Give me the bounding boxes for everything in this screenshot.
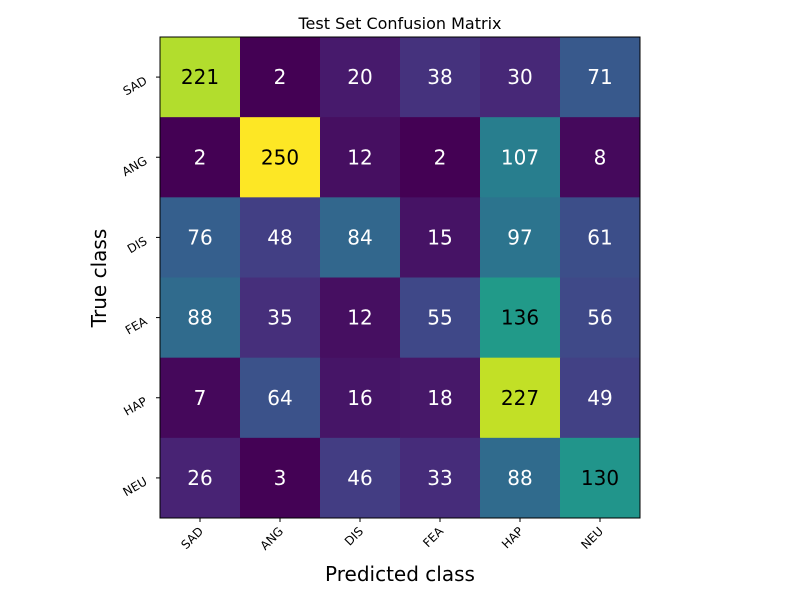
cell-value-label: 35	[267, 306, 292, 330]
cell-value-label: 33	[427, 466, 452, 490]
heatmap-cell	[240, 197, 321, 278]
y-axis-ticks: SAD ANG DIS FEA HAP NEU	[120, 74, 160, 499]
cell-value-label: 136	[501, 306, 539, 330]
cell-value-label: 2	[274, 65, 287, 89]
x-tick-label: FEA	[420, 524, 447, 551]
cell-value-label: 84	[347, 225, 372, 249]
cell-value-label: 2	[194, 145, 207, 169]
cell-value-label: 55	[427, 306, 452, 330]
cell-value-label: 71	[587, 65, 612, 89]
chart-title: Test Set Confusion Matrix	[298, 14, 502, 33]
heatmap-cell	[240, 277, 321, 359]
y-tick-label: HAP	[121, 394, 149, 418]
heatmap-cell	[320, 197, 401, 278]
cell-value-label: 49	[587, 386, 612, 410]
heatmap-cell	[480, 117, 561, 198]
heatmap-cell	[240, 357, 321, 439]
cell-value-label: 2	[434, 145, 447, 169]
x-tick-label: DIS	[342, 524, 366, 548]
heatmap-cell	[160, 117, 241, 198]
heatmap-cell	[480, 37, 561, 118]
heatmap-cell	[480, 277, 561, 359]
cell-value-label: 8	[594, 145, 607, 169]
x-axis-label: Predicted class	[325, 562, 475, 586]
heatmap-cell	[160, 357, 241, 439]
cell-value-label: 12	[347, 145, 372, 169]
cell-value-label: 64	[267, 386, 292, 410]
heatmap-cell	[320, 37, 401, 118]
heatmap-cell	[160, 277, 241, 359]
heatmap-cell	[560, 197, 641, 278]
y-tick-label: NEU	[121, 474, 150, 499]
y-tick-label: FEA	[123, 314, 150, 338]
heatmap-cell	[480, 437, 561, 519]
heatmap-cell	[320, 277, 401, 359]
cell-value-label: 107	[501, 145, 539, 169]
cell-value-label: 30	[507, 65, 532, 89]
heatmap-cell	[240, 117, 321, 198]
heatmap-cell	[160, 37, 241, 118]
y-tick-label: ANG	[120, 154, 150, 179]
cell-value-label: 3	[274, 466, 287, 490]
heatmap-cell	[400, 37, 481, 118]
plot-frame	[159, 36, 641, 519]
cell-value-label: 221	[181, 65, 219, 89]
cell-value-label: 61	[587, 225, 612, 249]
y-tick-label: DIS	[125, 234, 150, 256]
y-axis-label: True class	[87, 229, 111, 329]
x-tick-label: ANG	[257, 524, 286, 553]
cell-value-label: 88	[187, 306, 212, 330]
heatmap-cell	[480, 197, 561, 278]
cell-value-label: 250	[261, 145, 299, 169]
cell-value-label: 48	[267, 225, 292, 249]
heatmap-cell	[560, 437, 641, 519]
heatmap-cell	[560, 357, 641, 439]
cell-value-label: 130	[581, 466, 619, 490]
heatmap-cell	[400, 197, 481, 278]
cell-value-label: 18	[427, 386, 452, 410]
cell-value-label: 26	[187, 466, 212, 490]
cell-value-label: 20	[347, 65, 372, 89]
x-tick-label: SAD	[178, 524, 206, 552]
cell-value-label: 15	[427, 225, 452, 249]
cell-value-label: 97	[507, 225, 532, 249]
x-tick-label: NEU	[578, 524, 606, 552]
y-tick-label: SAD	[121, 74, 150, 99]
heatmap-cell	[320, 117, 401, 198]
cell-value-label: 76	[187, 225, 212, 249]
heatmap-cell	[560, 117, 641, 198]
cell-value-label: 12	[347, 306, 372, 330]
heatmap-cell	[400, 437, 481, 519]
heatmap-cell	[160, 437, 241, 519]
heatmap-cell	[400, 117, 481, 198]
heatmap-cell	[160, 197, 241, 278]
heatmap-cell	[320, 437, 401, 519]
cell-value-label: 227	[501, 386, 539, 410]
heatmap-cell	[320, 357, 401, 439]
heatmap-cell	[240, 437, 321, 519]
cell-value-label: 38	[427, 65, 452, 89]
x-tick-label: HAP	[499, 524, 526, 551]
heatmap-cell	[560, 277, 641, 359]
heatmap-cell	[240, 37, 321, 118]
heatmap-cell	[400, 277, 481, 359]
heatmap-cell	[400, 357, 481, 439]
x-axis-ticks: SAD ANG DIS FEA HAP NEU	[178, 518, 606, 553]
heatmap-cell	[480, 357, 561, 439]
cell-value-label: 16	[347, 386, 372, 410]
heatmap-cell	[560, 37, 641, 118]
cell-value-label: 7	[194, 386, 207, 410]
cell-value-label: 56	[587, 306, 612, 330]
cell-value-label: 88	[507, 466, 532, 490]
cell-value-label: 46	[347, 466, 372, 490]
